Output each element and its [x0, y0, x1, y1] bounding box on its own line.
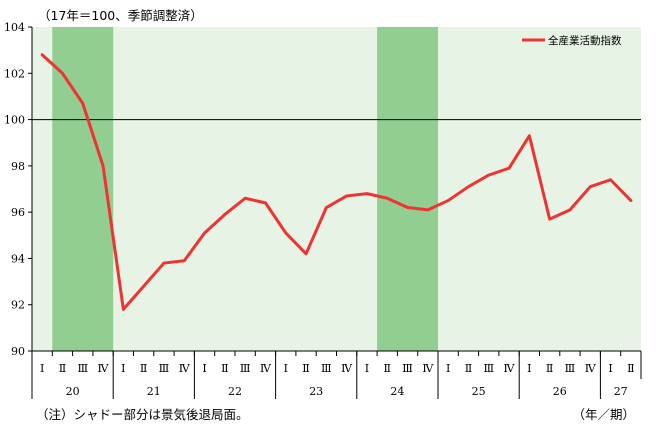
series-line [40, 53, 633, 311]
y-tick-label: 94 [11, 252, 25, 265]
y-tick-label: 96 [11, 206, 25, 219]
quarter-label: Ⅱ [546, 362, 553, 375]
year-label: 21 [147, 385, 161, 398]
quarter-label: Ⅳ [422, 362, 434, 375]
quarter-label: Ⅲ [159, 362, 170, 375]
year-label: 25 [472, 385, 486, 398]
data-point [162, 261, 166, 265]
data-point [142, 285, 145, 288]
y-tick-label: 90 [11, 345, 25, 358]
footnote: （注）シャドー部分は景気後退局面。 [36, 407, 249, 422]
data-point [365, 192, 369, 195]
quarter-label: Ⅰ [202, 362, 206, 375]
recession-shade [377, 27, 438, 351]
data-point [223, 213, 227, 216]
y-tick-label: 102 [4, 67, 25, 80]
quarter-label: Ⅰ [121, 362, 125, 375]
data-point [61, 72, 64, 75]
data-point [284, 231, 287, 235]
quarter-label: Ⅱ [302, 362, 309, 375]
year-label: 23 [309, 385, 323, 398]
data-point [609, 178, 612, 181]
quarter-label: Ⅰ [527, 362, 531, 375]
quarter-label: Ⅱ [465, 362, 472, 375]
quarter-label: Ⅰ [446, 362, 450, 375]
legend: 全産業活動指数 [522, 34, 622, 47]
y-tick-label: 92 [11, 299, 25, 312]
data-point [101, 164, 105, 168]
quarter-label: Ⅳ [341, 362, 353, 375]
quarter-label: Ⅱ [384, 362, 391, 375]
quarter-label: Ⅱ [59, 362, 66, 375]
quarter-label: Ⅳ [260, 362, 272, 375]
quarter-label: Ⅰ [284, 362, 288, 375]
y-tick-label: 104 [4, 21, 25, 34]
x-unit: （年／期） [572, 407, 635, 422]
quarter-label: Ⅳ [98, 362, 110, 375]
data-point [507, 166, 511, 170]
quarter-label: Ⅳ [585, 362, 597, 375]
series-lines [40, 53, 633, 311]
data-point [243, 197, 247, 200]
quarter-label: Ⅳ [504, 362, 516, 375]
quarter-label: Ⅱ [140, 362, 147, 375]
data-point [548, 217, 551, 221]
data-point [183, 259, 186, 262]
data-point [406, 206, 409, 209]
data-point [589, 185, 592, 188]
data-point [122, 308, 125, 311]
quarter-label: Ⅱ [221, 362, 228, 375]
data-point [467, 185, 470, 188]
y-axis: 90 92 94 96 98 100 102 104 [4, 21, 33, 399]
year-label: 27 [614, 385, 628, 398]
quarter-label: Ⅰ [365, 362, 369, 375]
quarter-label: Ⅳ [179, 362, 191, 375]
quarter-label: Ⅲ [402, 362, 413, 375]
data-point [325, 206, 328, 209]
quarter-label: Ⅰ [608, 362, 612, 375]
data-point [426, 208, 430, 212]
quarter-label: Ⅲ [321, 362, 332, 375]
data-point [487, 173, 490, 177]
data-point [81, 102, 84, 105]
quarter-label: Ⅲ [483, 362, 494, 375]
year-label: 20 [66, 385, 80, 398]
y-tick-label: 100 [4, 114, 25, 127]
data-point [264, 201, 267, 205]
data-point [446, 199, 450, 202]
unit-note: （17年＝100、季節調整済） [38, 8, 203, 23]
data-point [386, 197, 389, 200]
data-point [203, 231, 206, 235]
quarter-label: Ⅲ [565, 362, 576, 375]
data-point [304, 252, 308, 255]
year-label: 26 [553, 385, 567, 398]
quarter-label: Ⅱ [627, 362, 634, 375]
recession-shades [52, 27, 438, 351]
quarter-label: Ⅰ [40, 362, 44, 375]
data-point [40, 53, 44, 56]
data-point [568, 208, 572, 212]
quarter-label: Ⅲ [77, 362, 88, 375]
legend-label: 全産業活動指数 [548, 34, 622, 47]
quarter-label: Ⅲ [240, 362, 251, 375]
year-label: 22 [228, 385, 242, 398]
year-label: 24 [390, 385, 404, 398]
recession-shade [52, 27, 114, 351]
data-point [345, 194, 348, 198]
data-point [528, 134, 531, 137]
data-point [629, 199, 633, 202]
y-tick-label: 98 [11, 160, 25, 173]
